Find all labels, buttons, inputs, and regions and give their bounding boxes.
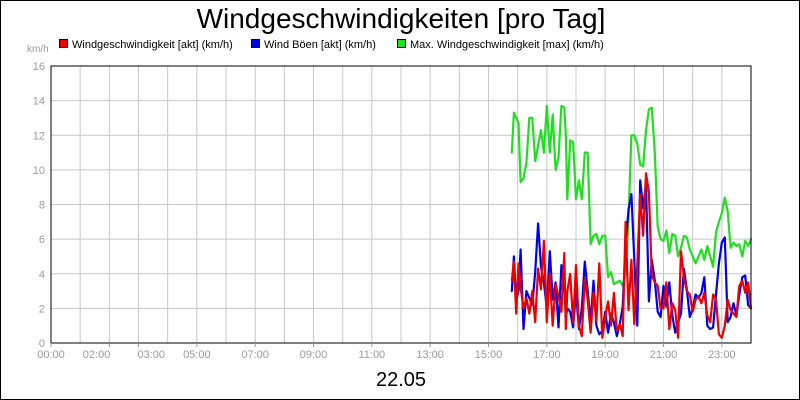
legend-label-max-wind: Max. Windgeschwindigkeit [max] (km/h) [410,39,604,51]
x-tick-label: 02:00 [83,349,111,361]
legend-swatch-green [397,39,406,48]
grid [50,65,752,344]
plot-border [50,65,752,344]
y-tick-label: 10 [33,165,45,177]
y-tick-label: 16 [33,61,45,73]
date-label: 22.05 [375,369,427,391]
series-line-1 [510,179,753,338]
series-lines [510,104,753,339]
legend-label-wind-speed: Windgeschwindigkeit [akt] (km/h) [72,39,233,51]
x-tick-label: 15:00 [475,349,503,361]
x-tick-label: 13:00 [416,349,444,361]
x-tick-label: 00:00 [37,349,65,361]
y-tick-label: 4 [39,269,45,281]
y-tick-label: 12 [33,130,45,142]
legend-item-gusts: Wind Böen [akt] (km/h) [251,39,376,51]
x-tick-label: 03:00 [138,349,166,361]
legend-item-wind-speed: Windgeschwindigkeit [akt] (km/h) [59,39,233,51]
chart-title: Windgeschwindigkeiten [pro Tag] [196,3,606,34]
x-tick-label: 21:00 [650,349,678,361]
x-tick-label: 23:00 [708,349,736,361]
legend-item-max-wind: Max. Windgeschwindigkeit [max] (km/h) [397,39,604,51]
x-tick-label: 05:00 [183,349,211,361]
y-tick-label: 0 [39,338,45,350]
x-tick-label: 09:00 [300,349,328,361]
y-tick-label: 6 [39,234,45,246]
x-tick-label: 19:00 [591,349,619,361]
x-tick-label: 11:00 [358,349,385,361]
x-tick-label: 07:00 [241,349,269,361]
x-axis-ticks: 00:00 02:00 03:00 05:00 07:00 09:00 11:00 13:00… [37,343,736,361]
series-line-2 [510,172,753,339]
y-tick-label: 14 [33,96,45,108]
y-tick-label: 2 [39,303,45,315]
legend-swatch-blue [251,39,260,48]
y-tick-label: 8 [39,200,45,212]
x-tick-label: 17:00 [533,349,561,361]
legend-label-gusts: Wind Böen [akt] (km/h) [264,39,376,51]
y-axis-unit-label: km/h [27,44,49,55]
y-axis-ticks: 0 2 4 6 8 10 12 14 16 [33,61,45,350]
legend-swatch-red [59,39,68,48]
